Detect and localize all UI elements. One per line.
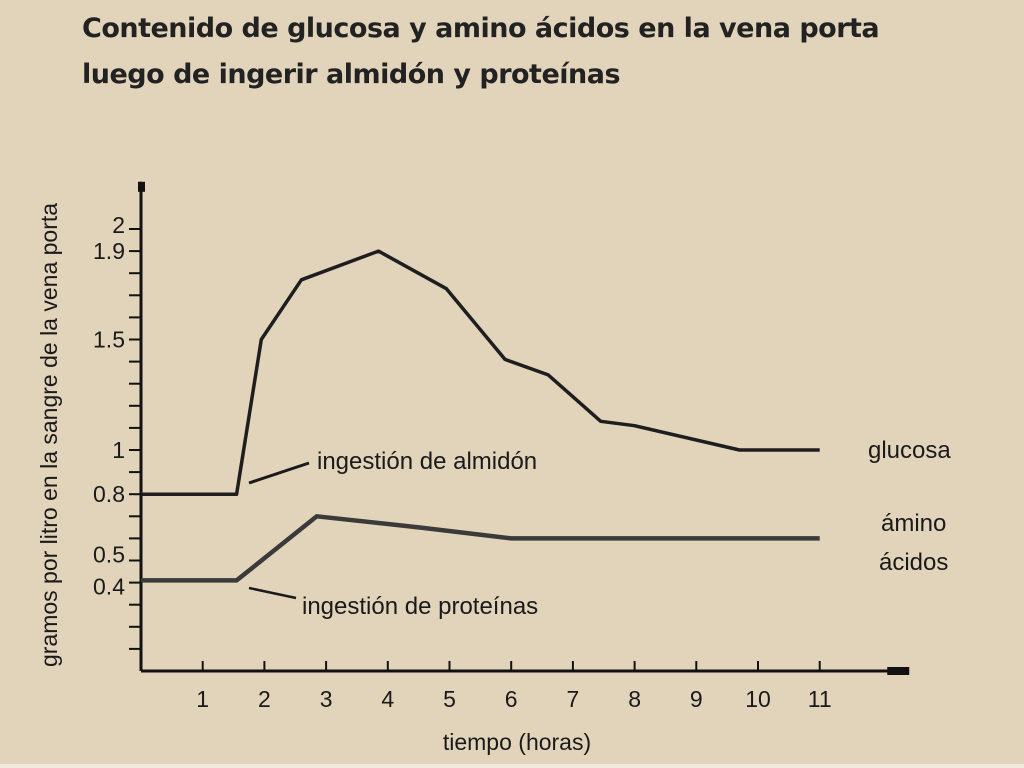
chart-title-line-1: Contenido de glucosa y amino ácidos en l… <box>82 13 880 44</box>
x-tick-label: 6 <box>505 686 518 712</box>
x-tick-label: 2 <box>258 686 271 712</box>
footer-strip <box>0 764 1024 768</box>
y-tick-label: 1 <box>112 437 125 463</box>
x-axis-label: tiempo (horas) <box>443 729 591 755</box>
series-label-amino-2: ácidos <box>879 549 948 576</box>
y-tick-label: 0.8 <box>93 481 125 507</box>
y-tick-label: 1.9 <box>93 238 125 264</box>
chart-title: Contenido de glucosa y amino ácidos en l… <box>82 6 880 98</box>
x-tick-label: 9 <box>690 686 703 712</box>
annotation-almidon: ingestión de almidón <box>317 448 537 475</box>
series-line-amino-acidos <box>141 514 820 583</box>
y-axis-arrow <box>138 181 145 192</box>
x-tick-label: 5 <box>443 686 456 712</box>
series-label-glucosa: glucosa <box>868 437 951 464</box>
y-tick-label: 1.5 <box>93 327 125 353</box>
series-layer <box>141 249 820 583</box>
x-tick-label: 4 <box>381 686 394 712</box>
x-tick-label: 7 <box>567 686 580 712</box>
series-line-glucosa <box>141 249 820 496</box>
chart-axes <box>138 181 910 675</box>
y-tick-label: 0.4 <box>93 574 125 600</box>
x-tick-label: 11 <box>808 686 832 712</box>
x-tick-label: 1 <box>196 686 209 712</box>
x-axis-arrow <box>887 667 910 675</box>
y-tick-label: 0.5 <box>93 542 125 568</box>
series-label-amino-1: ámino <box>881 510 946 537</box>
x-tick-label: 8 <box>628 686 641 712</box>
annotation-leader-proteinas <box>248 586 297 600</box>
chart-title-line-2: luego de ingerir almidón y proteínas <box>82 59 621 90</box>
x-tick-label: 3 <box>320 686 333 712</box>
x-tick-label: 10 <box>745 686 771 712</box>
annotation-leader-almidon <box>248 461 310 485</box>
y-axis-label: gramos por litro en la sangre de la vena… <box>36 203 62 667</box>
x-axis-ticks: 1 2 3 4 5 6 7 8 9 10 11 <box>196 661 832 712</box>
y-axis-ticks: 21.9 1.5 1 0.8 0.5 0.4 <box>93 212 141 650</box>
annotation-proteinas: ingestión de proteínas <box>302 593 538 620</box>
y-tick-label: 2 <box>112 212 125 238</box>
